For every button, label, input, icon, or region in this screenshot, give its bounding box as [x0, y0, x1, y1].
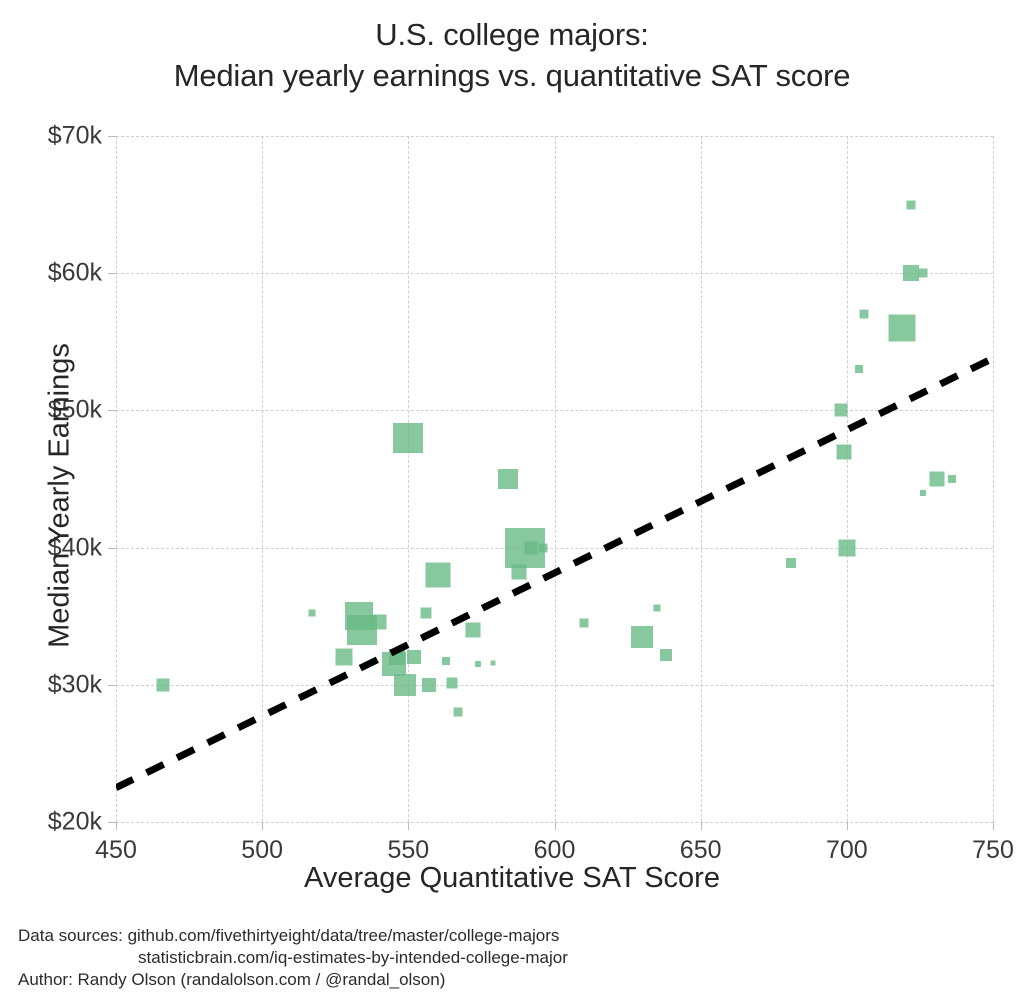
scatter-point [948, 475, 957, 483]
footer: Data sources: github.com/fivethirtyeight… [18, 925, 1018, 991]
tick-y [108, 410, 116, 412]
gridline-y [116, 684, 993, 686]
gridline-x [993, 136, 994, 822]
gridline-y [116, 273, 993, 275]
x-tick-label-row: 450 500 550 600 650 700 750 [95, 822, 1014, 864]
scatter-point [394, 673, 417, 696]
scatter-point [888, 314, 916, 342]
plot-area [108, 136, 994, 830]
scatter-point [156, 678, 170, 692]
scatter-point [929, 471, 945, 487]
y-axis-title: Median Yearly Earnings [43, 343, 76, 648]
gridline-x [700, 136, 702, 822]
x-tick-label: 650 [679, 836, 722, 864]
gridline-x [554, 136, 556, 822]
scatter-point [906, 200, 916, 210]
x-tick-label: 450 [95, 836, 137, 864]
tick-x [846, 822, 848, 830]
scatter-point [659, 648, 672, 661]
scatter-point [425, 562, 451, 588]
tick-y [108, 684, 116, 686]
gridline-y [116, 547, 993, 549]
y-tick-label: $40k [47, 533, 102, 562]
tick-x [554, 822, 556, 830]
page-title: U.S. college majors: Median yearly earni… [173, 17, 851, 93]
scatter-point [388, 649, 405, 666]
scatter-point [538, 543, 548, 553]
tick-x [993, 822, 994, 830]
gridline-x [846, 136, 848, 822]
y-tick-label: $70k [47, 121, 102, 150]
scatter-point [475, 661, 482, 668]
gridline-x [116, 136, 117, 822]
scatter-point [836, 444, 852, 460]
scatter-point [442, 657, 451, 666]
gridline-x [262, 136, 264, 822]
tick-y [108, 273, 116, 275]
scatter-point [834, 403, 848, 417]
y-tick-label: $20k [47, 807, 102, 836]
x-tick-label: 700 [825, 836, 868, 864]
scatter-point [838, 539, 856, 557]
x-tick-label: 600 [533, 836, 576, 864]
tick-y [108, 136, 116, 137]
scatter-point [421, 677, 436, 692]
scatter-point [420, 607, 432, 619]
data-source-line-2: statisticbrain.com/iq-estimates-by-inten… [138, 948, 568, 967]
x-tick-label: 500 [241, 836, 284, 864]
scatter-point [579, 618, 589, 628]
scatter-point [918, 268, 928, 278]
tick-x [700, 822, 702, 830]
gridline-y [116, 410, 993, 412]
tick-y [108, 822, 116, 823]
tick-x [262, 822, 264, 830]
scatter-point [393, 422, 424, 453]
tick-x [116, 822, 117, 830]
y-tick-label: $30k [47, 670, 102, 699]
scatter-point [631, 625, 654, 648]
scatter-point [490, 660, 496, 666]
y-tick-label: $50k [47, 395, 102, 424]
author-line: Author: Randy Olson (randalolson.com / @… [18, 970, 446, 989]
scatter-point [407, 650, 422, 665]
scatter-point [308, 609, 316, 617]
scatter-point [859, 309, 869, 319]
scatter-point [453, 707, 463, 717]
scatter-point [919, 489, 926, 496]
data-source-line-1: Data sources: github.com/fivethirtyeight… [18, 926, 560, 945]
scatter-point [653, 604, 661, 612]
x-tick-label: 550 [387, 836, 430, 864]
scatter-point [903, 265, 920, 282]
x-axis-title: Average Quantitative SAT Score [304, 862, 720, 894]
scatter-point [854, 365, 863, 374]
scatter-point [465, 622, 481, 638]
y-tick-label: $60k [47, 258, 102, 287]
scatter-point [786, 557, 797, 568]
scatter-point [446, 677, 458, 689]
gridline-y [116, 136, 993, 137]
tick-y [108, 547, 116, 549]
scatter-point [335, 648, 353, 666]
y-tick-label-column: $20k $30k $40k $50k $60k $70k [0, 122, 116, 836]
scatter-point [497, 469, 518, 489]
tick-x [408, 822, 410, 830]
scatter-point [524, 541, 538, 555]
scatter-point [371, 614, 387, 630]
x-tick-label: 750 [972, 836, 1014, 864]
gridline-x [408, 136, 410, 822]
